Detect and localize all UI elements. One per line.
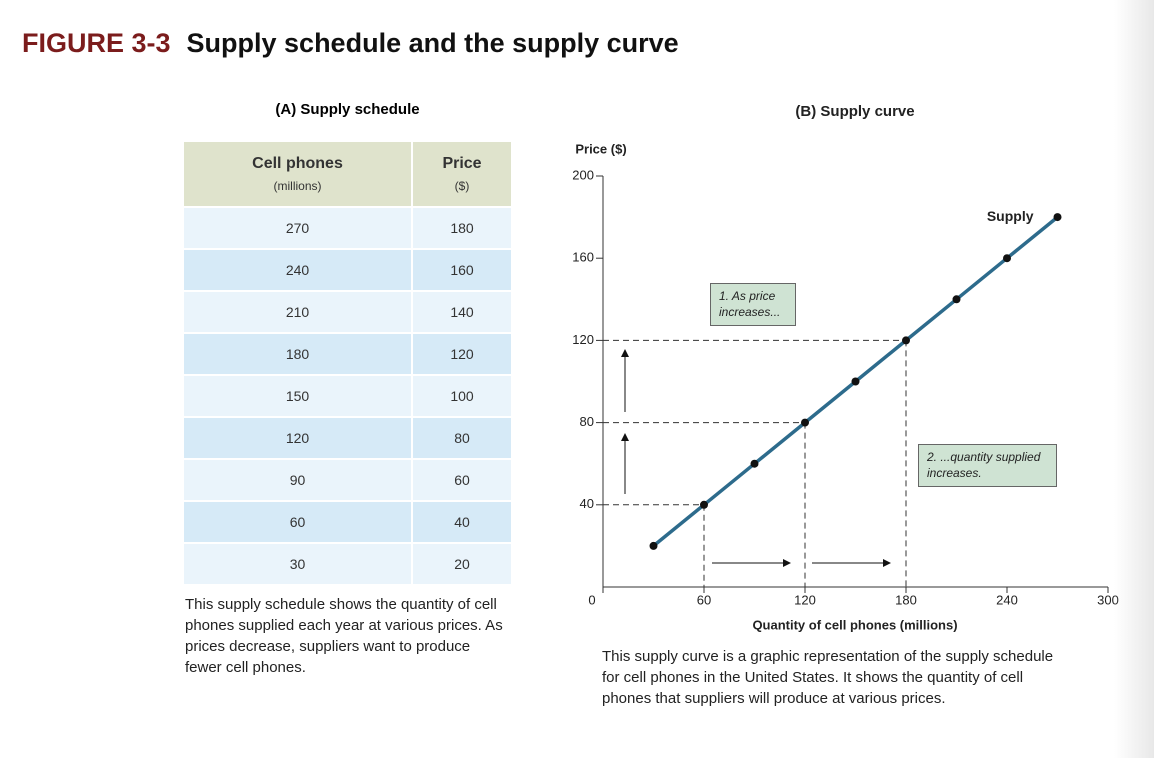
- table-cell: 120: [413, 334, 511, 374]
- chart-title: (B) Supply curve: [795, 103, 914, 120]
- x-tick-label: 60: [697, 592, 711, 607]
- table-row: 270 180: [184, 208, 511, 248]
- data-point: [801, 418, 809, 427]
- table-cell: 40: [413, 502, 511, 542]
- header-name: Price: [442, 155, 482, 172]
- table-row: 90 60: [184, 460, 511, 500]
- table-cell: 270: [184, 208, 412, 248]
- table-cell: 160: [413, 250, 511, 290]
- header-cell: Cell phones (millions): [184, 142, 412, 206]
- data-point: [1053, 213, 1062, 222]
- data-point: [649, 541, 658, 550]
- table-cell: 100: [413, 376, 511, 416]
- table-row: 30 20: [184, 544, 511, 584]
- table-row: 120 80: [184, 418, 511, 458]
- x-tick-label: 180: [895, 592, 917, 607]
- table-cell: 240: [184, 250, 412, 290]
- table-cell: 210: [184, 292, 412, 332]
- x-tick-label: 240: [996, 592, 1018, 607]
- figure-title: FIGURE 3-3 Supply schedule and the supply…: [22, 28, 679, 59]
- table-caption: This supply schedule shows the quantity …: [185, 596, 503, 676]
- data-point: [700, 500, 708, 509]
- table-cell: 20: [413, 544, 511, 584]
- annotation: 2. ...quantity supplied increases.: [918, 444, 1057, 487]
- table-cell: 60: [184, 502, 412, 542]
- data-point: [952, 295, 961, 304]
- x-tick-label: 300: [1097, 592, 1119, 607]
- y-tick-label: 200: [572, 167, 594, 182]
- table-row: 210 140: [184, 292, 511, 332]
- table-cell: 120: [184, 418, 412, 458]
- table-cell: 150: [184, 376, 412, 416]
- annotation: 1. As price increases...: [710, 283, 796, 326]
- y-tick-label: 160: [572, 250, 594, 265]
- schedule-table: Cell phones (millions) Price ($) 270 180 240 16…: [182, 140, 513, 586]
- header-name: Cell phones: [252, 155, 343, 172]
- data-point: [902, 336, 910, 345]
- data-point: [1003, 254, 1011, 263]
- table-cell: 140: [413, 292, 511, 332]
- header-unit: (millions): [273, 179, 322, 193]
- table-row: 180 120: [184, 334, 511, 374]
- table-row: 60 40: [184, 502, 511, 542]
- x-axis-label: Quantity of cell phones (millions): [752, 617, 957, 632]
- table-row: 240 160: [184, 250, 511, 290]
- header-cell: Price ($): [413, 142, 511, 206]
- table-cell: 180: [184, 334, 412, 374]
- y-axis-label: Price ($): [575, 141, 626, 156]
- header-unit: ($): [454, 179, 470, 193]
- y-tick-label: 120: [572, 332, 594, 347]
- figure-label: FIGURE 3-3: [22, 28, 171, 58]
- y-tick-label: 80: [580, 414, 594, 429]
- edge-shadow: [1114, 0, 1154, 758]
- figure-name: Supply schedule and the supply curve: [186, 28, 679, 58]
- y-tick-label: 40: [580, 496, 594, 511]
- table-row: 150 100: [184, 376, 511, 416]
- table-cell: 80: [413, 418, 511, 458]
- table-cell: 30: [184, 544, 412, 584]
- table-cell: 180: [413, 208, 511, 248]
- header-row: Cell phones (millions) Price ($): [184, 142, 511, 206]
- x-tick-label: 0: [588, 592, 595, 607]
- data-point: [851, 377, 860, 386]
- series-label: Supply: [987, 208, 1034, 224]
- x-tick-label: 120: [794, 592, 816, 607]
- data-point: [750, 459, 759, 468]
- table-cell: 90: [184, 460, 412, 500]
- table-cell: 60: [413, 460, 511, 500]
- chart-caption: This supply curve is a graphic represent…: [602, 648, 1054, 707]
- table-title: (A) Supply schedule: [275, 101, 420, 118]
